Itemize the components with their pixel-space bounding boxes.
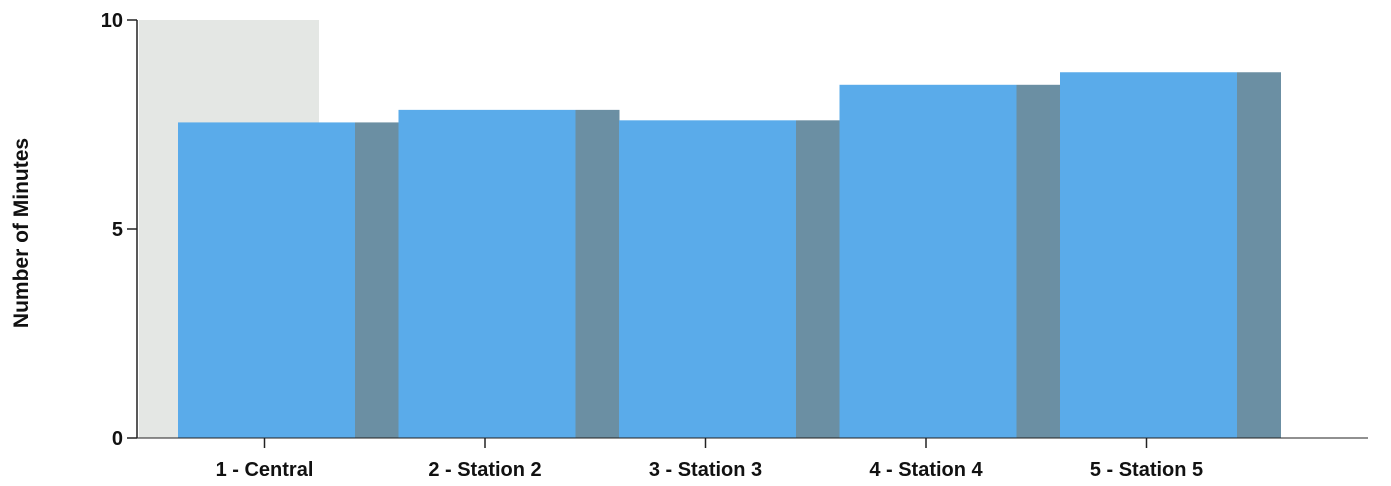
x-tick-label: 3 - Station 3: [649, 459, 762, 481]
y-axis-title: Number of Minutes: [10, 138, 33, 328]
bar-3: [619, 120, 796, 438]
bar-5: [1060, 72, 1237, 438]
bars: [178, 72, 1281, 439]
y-ticks: 0 5 10: [101, 10, 137, 450]
x-tick-label: 5 - Station 5: [1090, 459, 1203, 481]
bar-side-3: [796, 120, 840, 438]
bar-2: [398, 109, 576, 439]
y-tick-label: 5: [112, 219, 123, 241]
x-tick-label: 2 - Station 2: [428, 459, 541, 481]
bar-4: [839, 84, 1017, 438]
bar-side-4: [1016, 84, 1061, 438]
bar-side-1: [355, 122, 399, 438]
x-ticks: 1 - Central 2 - Station 2 3 - Station 3 4 -…: [216, 438, 1203, 481]
x-tick-label: 1 - Central: [216, 459, 314, 481]
x-tick-label: 4 - Station 4: [869, 459, 983, 481]
y-tick-label: 10: [101, 10, 123, 32]
y-tick-label: 0: [112, 428, 123, 450]
bar-side-5: [1237, 72, 1281, 438]
bar-1: [178, 122, 355, 438]
bar-side-2: [575, 109, 620, 439]
